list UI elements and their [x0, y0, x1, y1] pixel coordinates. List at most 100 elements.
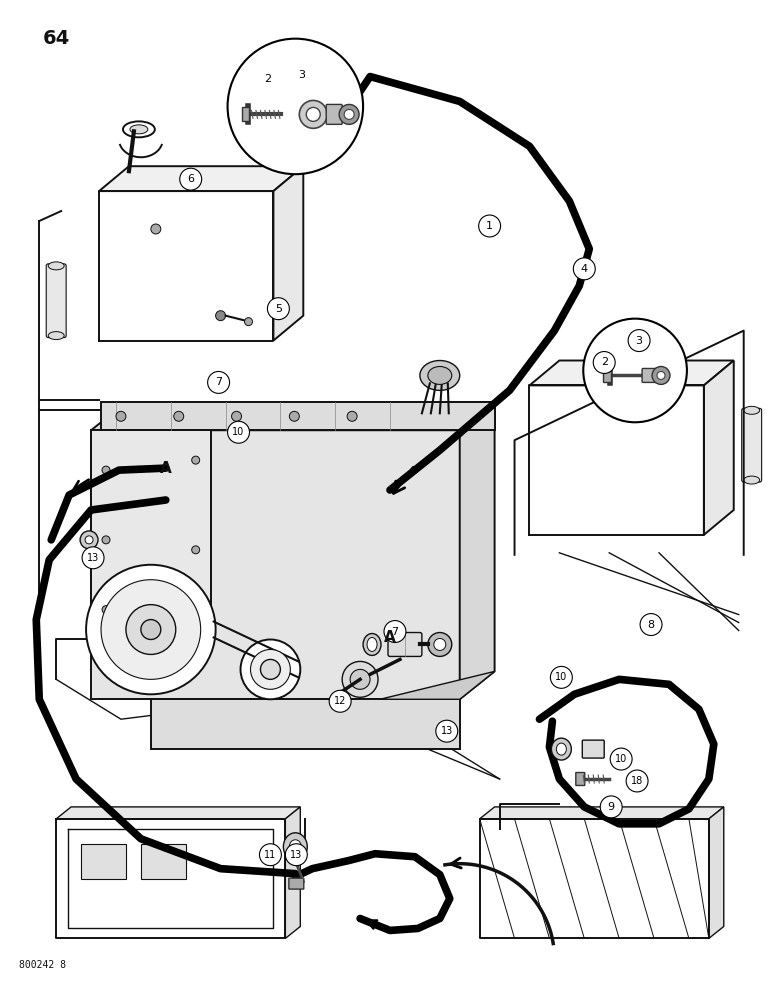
- Polygon shape: [101, 402, 495, 430]
- Polygon shape: [704, 361, 733, 535]
- Text: 11: 11: [264, 850, 276, 860]
- FancyBboxPatch shape: [576, 773, 584, 785]
- Ellipse shape: [420, 361, 460, 390]
- Circle shape: [85, 536, 93, 544]
- Text: 7: 7: [215, 377, 222, 387]
- Polygon shape: [273, 166, 303, 341]
- Circle shape: [259, 844, 281, 866]
- Circle shape: [86, 565, 215, 694]
- Polygon shape: [56, 807, 300, 819]
- Polygon shape: [286, 807, 300, 938]
- Polygon shape: [479, 807, 724, 819]
- Circle shape: [652, 366, 670, 384]
- Circle shape: [434, 638, 445, 650]
- Ellipse shape: [743, 476, 760, 484]
- Circle shape: [626, 770, 648, 792]
- Circle shape: [593, 352, 615, 373]
- Ellipse shape: [123, 121, 155, 137]
- Circle shape: [350, 669, 370, 689]
- Ellipse shape: [743, 406, 760, 414]
- Ellipse shape: [557, 743, 567, 755]
- FancyBboxPatch shape: [603, 368, 611, 382]
- Text: 3: 3: [298, 70, 305, 80]
- Text: 12: 12: [334, 696, 347, 706]
- Polygon shape: [91, 430, 211, 649]
- Circle shape: [101, 580, 201, 679]
- Circle shape: [628, 330, 650, 352]
- Circle shape: [286, 844, 307, 866]
- Circle shape: [640, 614, 662, 636]
- Ellipse shape: [48, 332, 64, 340]
- Circle shape: [600, 796, 622, 818]
- Circle shape: [228, 421, 249, 443]
- Ellipse shape: [283, 833, 307, 861]
- Circle shape: [260, 659, 280, 679]
- FancyBboxPatch shape: [327, 104, 342, 124]
- Text: 13: 13: [441, 726, 453, 736]
- Polygon shape: [460, 402, 495, 699]
- Ellipse shape: [48, 262, 64, 270]
- Polygon shape: [709, 807, 724, 938]
- Ellipse shape: [363, 634, 381, 655]
- Circle shape: [267, 298, 290, 320]
- Polygon shape: [91, 430, 460, 699]
- Circle shape: [250, 649, 290, 689]
- Circle shape: [436, 720, 458, 742]
- Text: 64: 64: [43, 29, 70, 48]
- Polygon shape: [99, 166, 303, 191]
- Circle shape: [241, 639, 300, 699]
- Text: 10: 10: [555, 672, 567, 682]
- Circle shape: [329, 690, 351, 712]
- Text: 2: 2: [601, 357, 608, 367]
- Circle shape: [657, 371, 665, 379]
- Text: 800242 8: 800242 8: [19, 960, 66, 970]
- Circle shape: [174, 411, 184, 421]
- FancyBboxPatch shape: [388, 633, 422, 656]
- Ellipse shape: [367, 638, 377, 651]
- Ellipse shape: [130, 125, 148, 134]
- Circle shape: [102, 466, 110, 474]
- Circle shape: [290, 411, 300, 421]
- Polygon shape: [91, 402, 495, 430]
- FancyBboxPatch shape: [81, 844, 126, 879]
- Text: 2: 2: [264, 74, 271, 84]
- Text: 5: 5: [275, 304, 282, 314]
- Circle shape: [191, 456, 200, 464]
- Circle shape: [245, 318, 252, 326]
- Text: 3: 3: [635, 336, 642, 346]
- Ellipse shape: [551, 738, 571, 760]
- Text: 1: 1: [486, 221, 493, 231]
- Circle shape: [126, 605, 176, 654]
- FancyBboxPatch shape: [141, 844, 186, 879]
- Text: 9: 9: [608, 802, 615, 812]
- Circle shape: [384, 621, 406, 642]
- Circle shape: [306, 107, 320, 121]
- Circle shape: [550, 666, 572, 688]
- FancyBboxPatch shape: [289, 878, 304, 889]
- FancyBboxPatch shape: [46, 264, 66, 338]
- Polygon shape: [530, 361, 733, 385]
- Circle shape: [215, 311, 225, 321]
- Text: A: A: [384, 630, 396, 645]
- Text: A: A: [160, 461, 171, 476]
- Circle shape: [342, 661, 378, 697]
- FancyBboxPatch shape: [582, 740, 604, 758]
- Polygon shape: [151, 699, 460, 749]
- Circle shape: [428, 633, 452, 656]
- Circle shape: [479, 215, 500, 237]
- Text: 10: 10: [232, 427, 245, 437]
- Circle shape: [180, 168, 201, 190]
- Circle shape: [344, 109, 354, 119]
- Circle shape: [347, 411, 357, 421]
- Circle shape: [208, 371, 229, 393]
- Circle shape: [151, 224, 161, 234]
- Text: 13: 13: [87, 553, 99, 563]
- Circle shape: [574, 258, 595, 280]
- Circle shape: [339, 104, 359, 124]
- Ellipse shape: [290, 840, 301, 854]
- Circle shape: [584, 319, 687, 422]
- Circle shape: [116, 411, 126, 421]
- Text: 4: 4: [581, 264, 587, 274]
- Circle shape: [102, 606, 110, 614]
- Circle shape: [102, 536, 110, 544]
